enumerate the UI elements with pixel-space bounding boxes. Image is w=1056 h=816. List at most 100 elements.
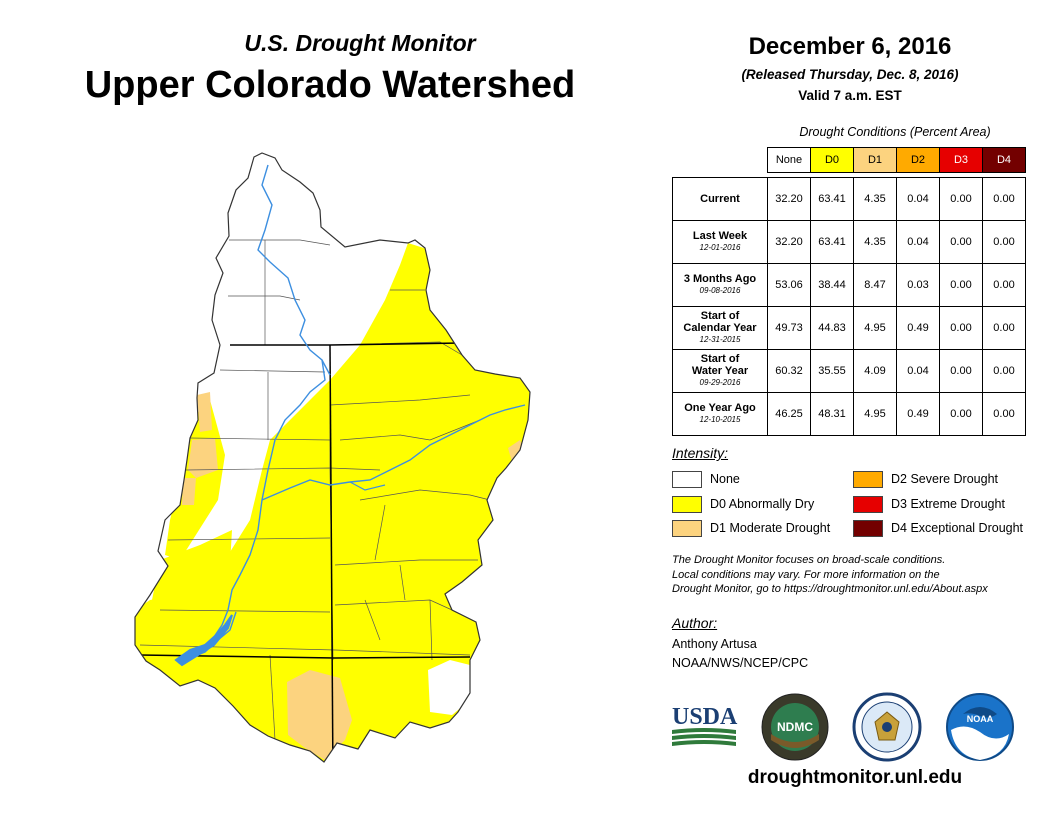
valid-time: Valid 7 a.m. EST bbox=[798, 88, 902, 103]
table-cell: 0.00 bbox=[982, 392, 1026, 436]
table-cell: 32.20 bbox=[767, 220, 811, 264]
drought-monitor-note: The Drought Monitor focuses on broad-sca… bbox=[672, 553, 1052, 597]
note-line: Local conditions may vary. For more info… bbox=[672, 568, 940, 581]
d1-area-west-2 bbox=[188, 438, 218, 478]
lake-powell bbox=[174, 614, 233, 667]
subbasin-boundaries bbox=[139, 239, 491, 741]
basin-outline bbox=[134, 152, 531, 763]
legend-swatch bbox=[672, 471, 702, 488]
legend-swatch bbox=[853, 496, 883, 513]
table-cell: 32.20 bbox=[767, 177, 811, 221]
table-cell: 0.04 bbox=[896, 349, 940, 393]
table-cell: 0.00 bbox=[982, 177, 1026, 221]
table-row: Start of Calendar Year 12-31-2015 49.73 4… bbox=[672, 306, 1026, 350]
table-cell: 0.00 bbox=[982, 220, 1026, 264]
table-row: Last Week 12-01-2016 32.20 63.41 4.35 0.0… bbox=[672, 220, 1026, 264]
table-cell: 4.35 bbox=[853, 220, 897, 264]
col-header: None bbox=[767, 147, 811, 173]
map-subtitle: U.S. Drought Monitor bbox=[244, 30, 476, 56]
table-cell: 0.00 bbox=[982, 349, 1026, 393]
table-cell: 48.31 bbox=[810, 392, 854, 436]
table-cell: 46.25 bbox=[767, 392, 811, 436]
table-cell: 35.55 bbox=[810, 349, 854, 393]
svg-text:NOAA: NOAA bbox=[967, 714, 994, 724]
legend-swatch bbox=[853, 520, 883, 537]
d0-area-east bbox=[135, 243, 530, 762]
d0-area-southwest bbox=[150, 530, 232, 615]
map-title: Upper Colorado Watershed bbox=[84, 64, 576, 106]
svg-text:USDA: USDA bbox=[672, 704, 738, 730]
author-title: Author: bbox=[672, 615, 718, 631]
col-header: D0 bbox=[810, 147, 854, 173]
table-cell: 4.09 bbox=[853, 349, 897, 393]
legend-label: None bbox=[710, 472, 740, 486]
ndmc-logo: NDMC bbox=[761, 693, 829, 761]
table-corner bbox=[673, 148, 768, 173]
table-cell: 8.47 bbox=[853, 263, 897, 307]
table-row: Start of Water Year 09-29-2016 60.32 35.5… bbox=[672, 349, 1026, 393]
table-row: One Year Ago 12-10-2015 46.25 48.31 4.95 … bbox=[672, 392, 1026, 436]
table-cell: 0.49 bbox=[896, 306, 940, 350]
department-of-commerce-seal bbox=[852, 692, 922, 762]
svg-text:NDMC: NDMC bbox=[777, 720, 813, 734]
release-date: (Released Thursday, Dec. 8, 2016) bbox=[741, 67, 959, 82]
table-row: 3 Months Ago 09-08-2016 53.06 38.44 8.47 … bbox=[672, 263, 1026, 307]
table-header-row: None D0 D1 D2 D3 D4 bbox=[673, 147, 1026, 173]
state-boundaries bbox=[139, 342, 471, 762]
table-cell: 0.00 bbox=[939, 263, 983, 307]
gunnison-tributary bbox=[261, 404, 526, 501]
row-label: Start of Calendar Year 12-31-2015 bbox=[672, 306, 768, 350]
author-org: NOAA/NWS/NCEP/CPC bbox=[672, 656, 809, 670]
legend-swatch bbox=[672, 496, 702, 513]
col-header: D3 bbox=[939, 147, 983, 173]
table-cell: 63.41 bbox=[810, 177, 854, 221]
table-cell: 0.00 bbox=[939, 177, 983, 221]
table-cell: 4.95 bbox=[853, 392, 897, 436]
table-cell: 38.44 bbox=[810, 263, 854, 307]
legend-swatch bbox=[672, 520, 702, 537]
row-label: 3 Months Ago 09-08-2016 bbox=[672, 263, 768, 307]
table-cell: 0.00 bbox=[982, 263, 1026, 307]
table-cell: 4.95 bbox=[853, 306, 897, 350]
table-cell: 0.00 bbox=[939, 349, 983, 393]
table-cell: 63.41 bbox=[810, 220, 854, 264]
river-tributary-2 bbox=[349, 481, 386, 491]
d1-area-west-3 bbox=[182, 478, 196, 505]
table-cell: 0.00 bbox=[939, 392, 983, 436]
legend-label: D4 Exceptional Drought bbox=[891, 521, 1024, 535]
table-caption: Drought Conditions (Percent Area) bbox=[799, 125, 991, 139]
noaa-logo: NOAA bbox=[946, 693, 1014, 761]
table-cell: 0.04 bbox=[896, 220, 940, 264]
legend-swatch bbox=[853, 471, 883, 488]
usda-logo: USDA bbox=[672, 704, 738, 746]
table-cell: 49.73 bbox=[767, 306, 811, 350]
table-cell: 0.00 bbox=[939, 220, 983, 264]
d1-area-south bbox=[287, 670, 352, 760]
green-river-tributary bbox=[321, 359, 331, 376]
row-label: Last Week 12-01-2016 bbox=[672, 220, 768, 264]
table-cell: 0.00 bbox=[939, 306, 983, 350]
row-label: Current bbox=[672, 177, 768, 221]
table-cell: 44.83 bbox=[810, 306, 854, 350]
table-cell: 60.32 bbox=[767, 349, 811, 393]
website-link[interactable]: droughtmonitor.unl.edu bbox=[747, 767, 963, 788]
legend-title: Intensity: bbox=[672, 445, 729, 461]
legend-label: D2 Severe Drought bbox=[891, 472, 999, 486]
note-line: Drought Monitor, go to https://droughtmo… bbox=[672, 583, 988, 595]
legend-label: D1 Moderate Drought bbox=[710, 521, 831, 535]
none-area-southeast bbox=[428, 660, 470, 715]
legend-label: D0 Abnormally Dry bbox=[710, 497, 815, 511]
table-cell: 0.04 bbox=[896, 177, 940, 221]
table-row: Current 32.20 63.41 4.35 0.04 0.00 0.00 bbox=[672, 177, 1026, 221]
table-cell: 4.35 bbox=[853, 177, 897, 221]
col-header: D1 bbox=[853, 147, 897, 173]
col-header: D4 bbox=[982, 147, 1026, 173]
table-cell: 0.00 bbox=[982, 306, 1026, 350]
row-label: One Year Ago 12-10-2015 bbox=[672, 392, 768, 436]
author-name: Anthony Artusa bbox=[672, 637, 757, 651]
valid-date: December 6, 2016 bbox=[748, 33, 952, 60]
table-cell: 0.03 bbox=[896, 263, 940, 307]
note-line: The Drought Monitor focuses on broad-sca… bbox=[672, 554, 946, 566]
row-label: Start of Water Year 09-29-2016 bbox=[672, 349, 768, 393]
drought-conditions-table: None D0 D1 D2 D3 D4 Current 32.20 63.41 … bbox=[672, 147, 1026, 436]
